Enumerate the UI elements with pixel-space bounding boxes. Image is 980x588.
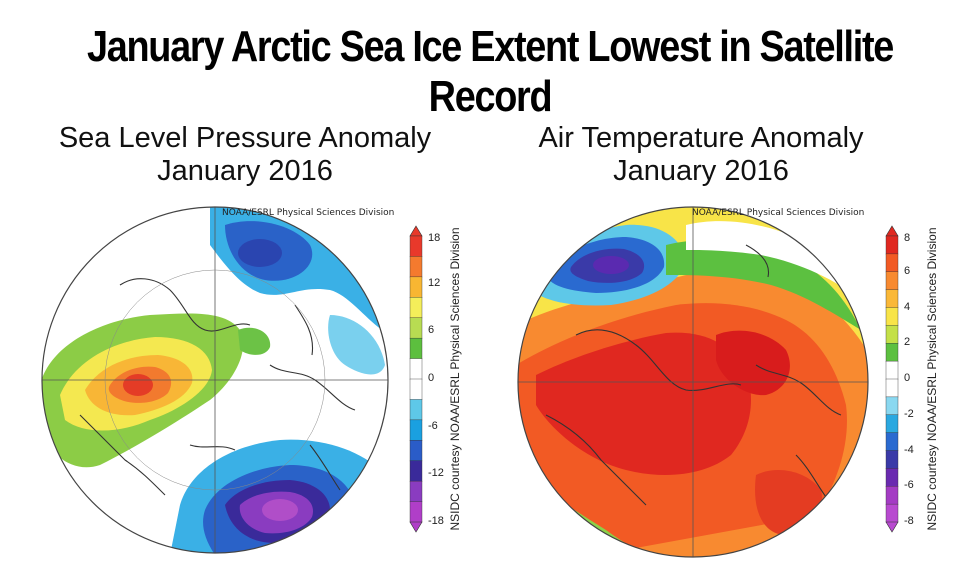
main-title: January Arctic Sea Ice Extent Lowest in …: [86, 22, 894, 121]
temperature-side-credit: NSIDC courtesy NOAA/ESRL Physical Scienc…: [924, 214, 940, 544]
colorbar-segment: [885, 503, 899, 523]
pressure-title-line2: January 2016: [157, 155, 333, 187]
colorbar-segment: [409, 419, 423, 441]
colorbar-top-arrow: [885, 225, 899, 237]
colorbar-segment: [885, 450, 899, 469]
temperature-title-line1: Air Temperature Anomaly: [538, 122, 864, 154]
pressure-panel-title: Sea Level Pressure Anomaly January 2016: [40, 122, 450, 188]
colorbar-tick-label: -12: [428, 467, 444, 480]
colorbar-tick-label: 0: [428, 372, 435, 384]
colorbar-tick-label: 4: [904, 300, 911, 313]
colorbar-segment: [409, 460, 423, 482]
temperature-panel-title: Air Temperature Anomaly January 2016: [506, 122, 896, 188]
colorbar-segment: [885, 486, 899, 505]
colorbar-segment: [409, 399, 423, 421]
temperature-colorbar: [885, 225, 899, 533]
colorbar-segment: [409, 378, 423, 400]
colorbar-tick-label: -18: [428, 515, 444, 527]
colorbar-tick-label: -8: [904, 515, 914, 527]
colorbar-bottom-arrow: [409, 521, 423, 533]
pressure-map-source: NOAA/ESRL Physical Sciences Division: [222, 208, 395, 218]
pressure-title-line1: Sea Level Pressure Anomaly: [58, 122, 432, 154]
colorbar-top-arrow: [409, 225, 423, 237]
colorbar-segment: [409, 235, 423, 257]
colorbar-tick-label: 18: [428, 232, 441, 244]
pressure-side-credit: NSIDC courtesy NOAA/ESRL Physical Scienc…: [447, 214, 463, 544]
colorbar-segment: [885, 235, 899, 255]
colorbar-segment: [885, 360, 899, 380]
colorbar-segment: [409, 440, 423, 462]
colorbar-segment: [885, 396, 899, 416]
colorbar-segment: [885, 307, 899, 326]
colorbar-tick-label: -6: [428, 419, 438, 432]
colorbar-segment: [409, 297, 423, 319]
temperature-anomaly-map: [517, 206, 869, 558]
colorbar-tick-label: 0: [904, 372, 911, 384]
colorbar-segment: [885, 343, 899, 362]
colorbar-segment: [885, 325, 899, 344]
colorbar-tick-label: 6: [904, 264, 911, 277]
colorbar-segment: [885, 289, 899, 308]
colorbar-segment: [885, 432, 899, 451]
colorbar-segment: [885, 414, 899, 434]
colorbar-segment: [409, 317, 423, 339]
colorbar-tick-label: 6: [428, 324, 435, 337]
colorbar-tick-label: 8: [904, 232, 911, 244]
colorbar-segment: [409, 501, 423, 523]
colorbar-segment: [885, 271, 899, 291]
pressure-side-credit-text: NSIDC courtesy NOAA/ESRL Physical Scienc…: [448, 227, 462, 531]
colorbar-tick-label: 12: [428, 276, 441, 289]
colorbar-segment: [409, 337, 423, 360]
colorbar-segment: [409, 480, 423, 503]
temperature-title-line2: January 2016: [613, 155, 789, 187]
pressure-anomaly-map: [41, 206, 389, 554]
colorbar-tick-label: -6: [904, 479, 914, 492]
colorbar-segment: [409, 256, 423, 278]
colorbar-segment: [409, 276, 423, 298]
colorbar-bottom-arrow: [885, 521, 899, 533]
temperature-side-credit-text: NSIDC courtesy NOAA/ESRL Physical Scienc…: [925, 227, 939, 531]
colorbar-tick-label: -4: [904, 443, 914, 456]
temperature-map-source: NOAA/ESRL Physical Sciences Division: [692, 208, 865, 218]
colorbar-segment: [885, 253, 899, 273]
pressure-colorbar: [409, 225, 423, 533]
colorbar-segment: [885, 468, 899, 487]
colorbar-segment: [409, 358, 423, 380]
colorbar-segment: [885, 378, 899, 398]
colorbar-tick-label: 2: [904, 336, 911, 349]
colorbar-tick-label: -2: [904, 407, 914, 420]
